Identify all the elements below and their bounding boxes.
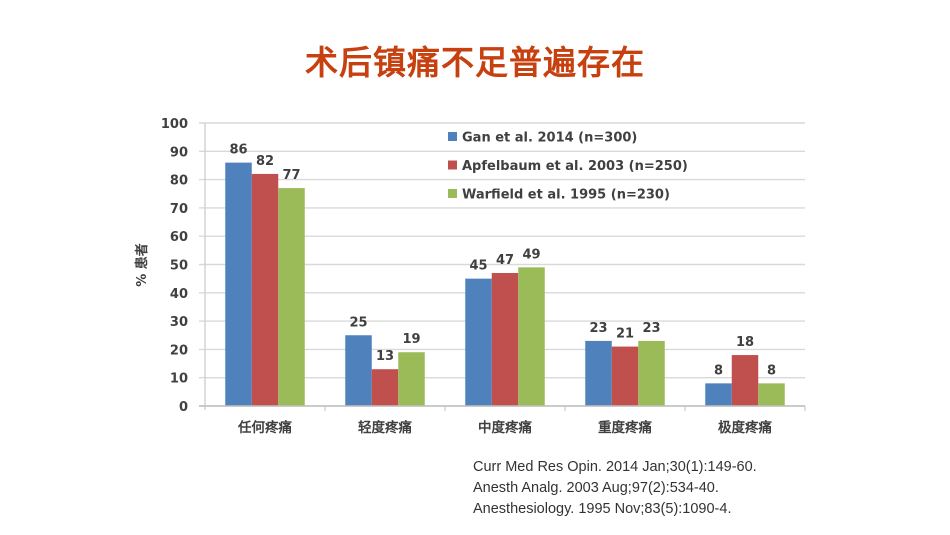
bar — [278, 188, 305, 406]
legend-swatch — [448, 132, 457, 141]
slide-title: 术后镇痛不足普遍存在 — [305, 43, 645, 82]
data-label: 21 — [616, 327, 634, 342]
x-tick-label: 重度疼痛 — [598, 419, 652, 436]
bar — [465, 278, 492, 406]
data-label: 82 — [256, 154, 274, 169]
bar — [225, 162, 252, 406]
bar — [758, 383, 785, 406]
data-label: 25 — [349, 315, 367, 330]
legend-swatch — [448, 189, 457, 198]
bar — [731, 355, 759, 406]
x-tick-label: 极度疼痛 — [718, 419, 772, 436]
bar — [638, 340, 665, 406]
reference-2: Anesth Analg. 2003 Aug;97(2):534-40. — [473, 480, 719, 496]
y-tick-label: 70 — [170, 202, 188, 217]
bar — [491, 272, 519, 406]
reference-3: Anesthesiology. 1995 Nov;83(5):1090-4. — [473, 501, 732, 517]
bar — [398, 352, 425, 406]
y-tick-label: 60 — [170, 230, 188, 245]
data-label: 19 — [402, 332, 420, 347]
data-label: 86 — [229, 143, 247, 158]
legend-label: Apfelbaum et al. 2003 (n=250) — [462, 159, 688, 174]
y-tick-label: 10 — [170, 372, 188, 387]
legend-swatch — [448, 160, 457, 170]
data-label: 8 — [714, 363, 723, 378]
legend-label: Gan et al. 2014 (n=300) — [462, 131, 637, 146]
x-tick-label: 中度疼痛 — [478, 419, 532, 436]
y-tick-label: 40 — [170, 287, 188, 302]
y-tick-label: 30 — [170, 315, 188, 330]
data-label: 47 — [496, 253, 514, 268]
data-label: 13 — [376, 349, 394, 364]
x-tick-label: 任何疼痛 — [237, 419, 292, 436]
bar — [371, 369, 399, 406]
data-label: 8 — [767, 363, 776, 378]
legend-box — [440, 124, 730, 210]
bar — [611, 346, 639, 406]
bar — [345, 335, 372, 406]
bar — [705, 383, 732, 406]
y-tick-label: 90 — [170, 145, 188, 160]
data-label: 18 — [736, 335, 754, 350]
y-tick-label: 20 — [170, 343, 188, 358]
y-tick-label: 80 — [170, 174, 188, 189]
bar — [251, 173, 279, 406]
reference-1: Curr Med Res Opin. 2014 Jan;30(1):149-60… — [473, 459, 757, 475]
data-label: 77 — [282, 168, 300, 183]
references: Curr Med Res Opin. 2014 Jan;30(1):149-60… — [473, 457, 757, 520]
bar — [585, 340, 612, 406]
data-label: 49 — [522, 247, 540, 262]
x-tick-label: 轻度疼痛 — [358, 419, 412, 436]
data-label: 45 — [469, 259, 487, 274]
data-label: 23 — [589, 321, 607, 336]
y-axis-title: % 患者 — [134, 243, 150, 287]
y-tick-label: 0 — [179, 400, 188, 415]
bar — [518, 267, 545, 406]
data-label: 23 — [642, 321, 660, 336]
y-tick-label: 50 — [170, 259, 188, 274]
y-tick-label: 100 — [161, 117, 188, 132]
legend-label: Warfield et al. 1995 (n=230) — [462, 188, 670, 203]
